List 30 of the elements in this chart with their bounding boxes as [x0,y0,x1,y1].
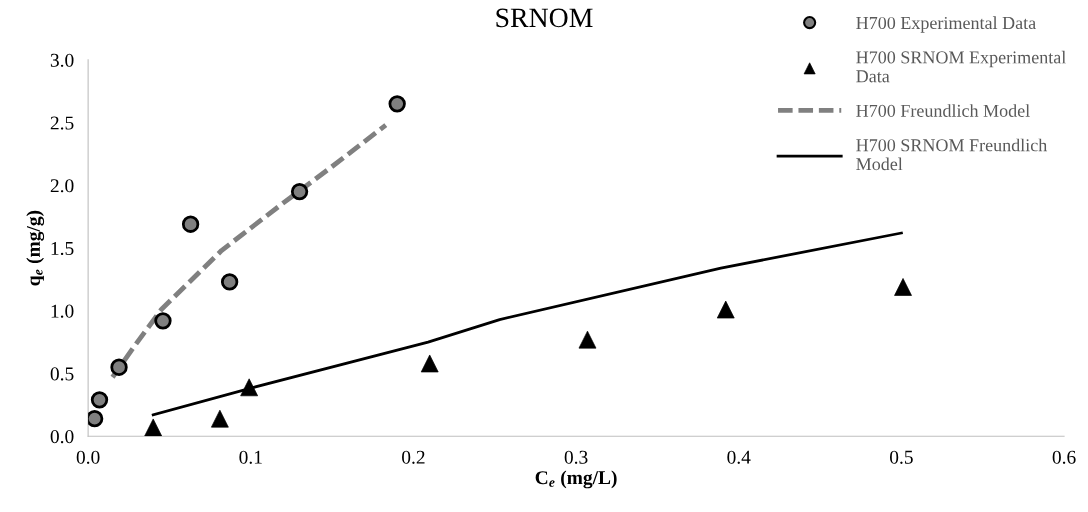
x-tick-label: 0.5 [890,450,913,464]
point [181,215,200,233]
y-tick-label: 2.5 [50,116,74,130]
chart-title: SRNOM [496,8,593,28]
legend-label: H700 Experimental Data [856,16,1036,33]
point [290,182,309,201]
point [110,358,128,376]
point [220,273,239,291]
point [90,391,109,409]
y-tick-label: 0.5 [50,367,74,381]
y-tick-label: 0.0 [50,430,74,444]
x-tick-label: 0.3 [564,450,588,464]
legend-label: H700 SRNOM Freundlich Model [856,138,1048,171]
point [388,95,406,113]
x-tick-label: 0.6 [1052,450,1076,464]
x-axis-title: C$_{e}$ (mg/L) [535,470,617,489]
point [154,312,172,330]
legend-label: H700 Freundlich Model [856,104,1030,117]
x-tick-label: 0.2 [402,450,425,464]
y-axis-title: q$_{e}$ (mg/g) [26,210,45,286]
x-tick-label: 0.4 [727,450,751,464]
y-tick-label: 2.0 [50,179,74,193]
legend-label: H700 SRNOM Experimental Data [856,50,1066,83]
y-tick-label: 1.0 [51,304,74,318]
x-tick-label: 0.0 [76,450,100,464]
line-series [110,122,389,380]
line-series [151,231,903,417]
x-tick-label: 0.1 [239,450,262,464]
y-tick-label: 1.5 [51,241,74,256]
y-tick-label: 3.0 [50,53,74,67]
